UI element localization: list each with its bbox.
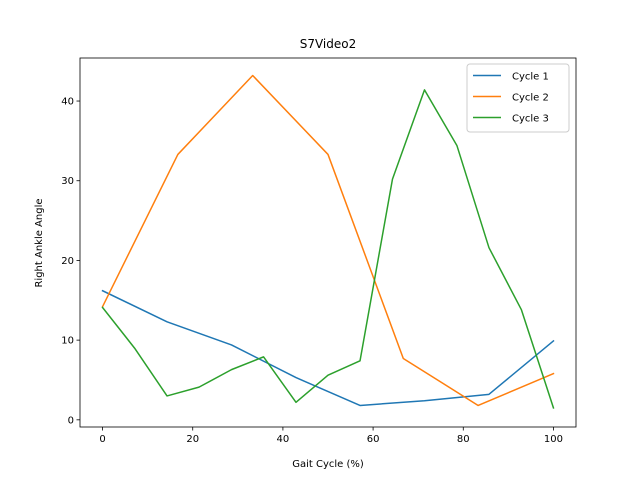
y-tick-label: 10: [61, 336, 74, 347]
plot-frame: [79, 57, 577, 428]
x-tick-label: 20: [186, 434, 199, 445]
x-axis-ticks: 0 20 40 60 80 100: [99, 427, 563, 445]
x-tick-label: 100: [544, 434, 563, 445]
legend: Cycle 1 Cycle 2 Cycle 3: [466, 63, 570, 133]
y-tick-label: 20: [61, 256, 74, 267]
x-tick-label: 0: [99, 434, 105, 445]
chart-title: S7Video2: [300, 37, 357, 51]
legend-label-cycle-3: Cycle 3: [512, 114, 549, 125]
y-axis-ticks: 0 10 20 30 40: [61, 97, 80, 426]
legend-box: [466, 63, 570, 133]
y-axis-label: Right Ankle Angle: [34, 198, 45, 287]
series-line-cycle-2: [101, 74, 555, 407]
legend-label-cycle-1: Cycle 1: [512, 72, 549, 83]
x-tick-label: 80: [457, 434, 470, 445]
y-tick-label: 30: [61, 176, 74, 187]
x-axis-label: Gait Cycle (%): [292, 459, 364, 470]
legend-label-cycle-2: Cycle 2: [512, 93, 549, 104]
series-line-cycle-1: [101, 289, 555, 407]
x-tick-label: 60: [367, 434, 380, 445]
plot-lines: [101, 74, 555, 409]
y-tick-label: 40: [61, 97, 74, 108]
legend-entries: Cycle 1 Cycle 2 Cycle 3: [473, 72, 549, 125]
y-tick-label: 0: [68, 415, 74, 426]
x-tick-label: 40: [277, 434, 290, 445]
series-line-cycle-3: [101, 89, 555, 409]
